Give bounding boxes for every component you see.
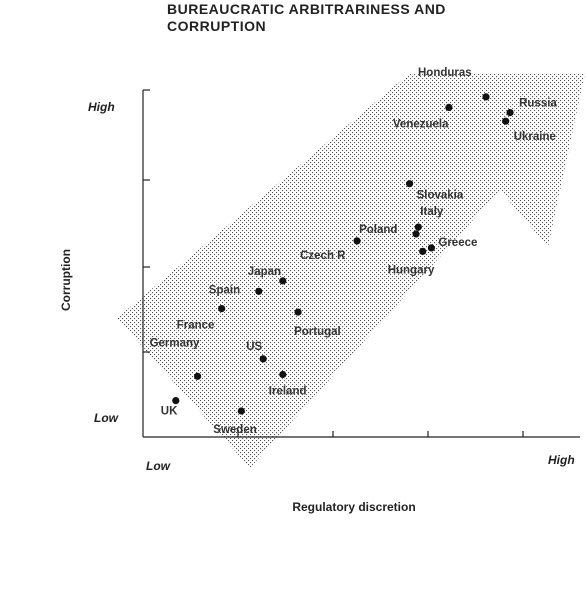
chart-title-line-1: BUREAUCRATIC ARBITRARINESS AND <box>167 1 446 17</box>
data-point <box>427 244 435 252</box>
point-label: Spain <box>209 284 240 296</box>
data-point <box>194 372 202 380</box>
y-low-label: Low <box>94 411 119 425</box>
point-label: US <box>246 341 262 353</box>
data-point <box>414 223 422 231</box>
data-point <box>255 287 263 295</box>
point-label: Venezuela <box>393 118 449 130</box>
data-point <box>353 237 361 245</box>
data-point <box>279 370 287 379</box>
x-axis-title: Regulatory discretion <box>292 500 415 514</box>
data-point <box>406 180 414 188</box>
data-point <box>445 103 453 111</box>
point-label: Ireland <box>269 386 307 398</box>
point-label: Japan <box>248 266 281 278</box>
point-label: Slovakia <box>417 190 464 202</box>
x-low-label: Low <box>146 459 171 473</box>
point-label: Greece <box>438 237 477 249</box>
data-points <box>172 93 514 415</box>
point-label: France <box>177 320 215 332</box>
data-point <box>279 277 287 285</box>
chart-title-line-2: CORRUPTION <box>167 18 266 34</box>
data-point <box>419 247 427 255</box>
point-label: Poland <box>359 224 397 236</box>
data-point <box>412 230 420 238</box>
data-point <box>506 109 514 117</box>
point-label: Ukraine <box>514 131 556 143</box>
data-point <box>237 407 245 415</box>
point-label: Hungary <box>388 264 435 276</box>
y-high-label: High <box>88 100 115 114</box>
point-labels: Honduras Russia Ukraine Venezuela Slovakia It… <box>150 67 558 436</box>
point-label: Czech R <box>300 250 346 262</box>
data-point <box>218 305 226 313</box>
data-point <box>294 308 302 316</box>
point-label: Portugal <box>294 326 341 338</box>
data-point <box>482 93 490 101</box>
point-label: Russia <box>519 98 557 110</box>
x-high-label: High <box>548 453 575 467</box>
data-point <box>259 355 267 363</box>
point-label: Italy <box>420 206 444 218</box>
point-label: Honduras <box>418 67 472 79</box>
point-label: UK <box>161 406 178 418</box>
y-axis-title: Corruption <box>59 249 73 311</box>
data-point <box>502 117 510 125</box>
point-label: Sweden <box>213 424 256 436</box>
shaded-band <box>117 73 585 468</box>
point-label: Germany <box>150 337 200 349</box>
data-point <box>172 397 180 405</box>
axis-ticks <box>143 89 524 437</box>
